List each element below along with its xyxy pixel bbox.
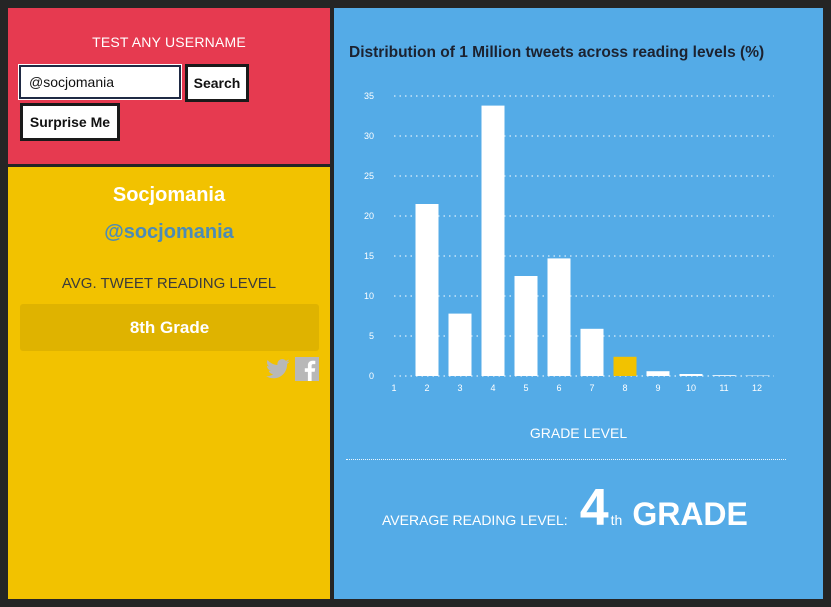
- bar-grade-3[interactable]: [448, 313, 472, 376]
- y-tick-label: 20: [364, 211, 374, 221]
- grade-value: 8th Grade: [129, 317, 210, 337]
- bar-grade-2[interactable]: [415, 204, 439, 376]
- bar-grade-8[interactable]: [613, 356, 637, 376]
- grade-badge: 8th Grade: [20, 304, 319, 351]
- x-tick-label: 8: [622, 383, 627, 393]
- bar-grade-6[interactable]: [547, 258, 571, 376]
- username-input[interactable]: [18, 64, 182, 100]
- search-heading: TEST ANY USERNAME: [92, 34, 246, 50]
- chart-title: Distribution of 1 Million tweets across …: [349, 44, 765, 61]
- y-tick-label: 25: [364, 171, 374, 181]
- x-tick-label: 10: [686, 383, 696, 393]
- facebook-icon[interactable]: [295, 357, 319, 381]
- x-tick-label: 1: [391, 383, 396, 393]
- x-axis-label: GRADE LEVEL: [529, 425, 628, 441]
- search-button[interactable]: Search: [185, 64, 249, 102]
- y-tick-label: 30: [364, 131, 374, 141]
- y-tick-label: 35: [364, 91, 374, 101]
- y-tick-label: 5: [369, 331, 374, 341]
- bar-grade-4[interactable]: [481, 105, 505, 376]
- x-tick-label: 12: [752, 383, 762, 393]
- chart-panel: Distribution of 1 Million tweets across …: [334, 8, 823, 599]
- profile-panel: Socjomania @socjomania AVG. TWEET READIN…: [8, 167, 330, 599]
- x-tick-label: 7: [589, 383, 594, 393]
- x-tick-label: 6: [556, 383, 561, 393]
- y-tick-label: 10: [364, 291, 374, 301]
- average-grade-suffix: th: [610, 512, 623, 528]
- y-tick-label: 15: [364, 251, 374, 261]
- average-grade-word: GRADE: [632, 496, 748, 532]
- profile-name: Socjomania: [112, 184, 226, 206]
- y-tick-label: 0: [369, 371, 374, 381]
- avg-reading-level-label: AVG. TWEET READING LEVEL: [61, 275, 277, 292]
- x-tick-label: 9: [655, 383, 660, 393]
- bar-grade-9[interactable]: [646, 371, 670, 376]
- x-tick-label: 2: [424, 383, 429, 393]
- x-tick-label: 3: [457, 383, 462, 393]
- average-grade-number: 4: [579, 479, 609, 537]
- bar-grade-5[interactable]: [514, 276, 538, 376]
- average-caption: AVERAGE READING LEVEL:: [382, 512, 568, 528]
- bar-grade-10[interactable]: [679, 374, 703, 376]
- surprise-me-button[interactable]: Surprise Me: [20, 103, 120, 141]
- bar-grade-11[interactable]: [712, 375, 736, 376]
- search-panel: TEST ANY USERNAME Search Surprise Me: [8, 8, 330, 164]
- twitter-icon[interactable]: [266, 358, 290, 380]
- x-tick-label: 4: [490, 383, 495, 393]
- x-tick-label: 5: [523, 383, 528, 393]
- x-tick-label: 11: [719, 383, 728, 393]
- divider: [346, 459, 786, 460]
- profile-handle[interactable]: @socjomania: [104, 221, 234, 243]
- bar-grade-7[interactable]: [580, 328, 604, 376]
